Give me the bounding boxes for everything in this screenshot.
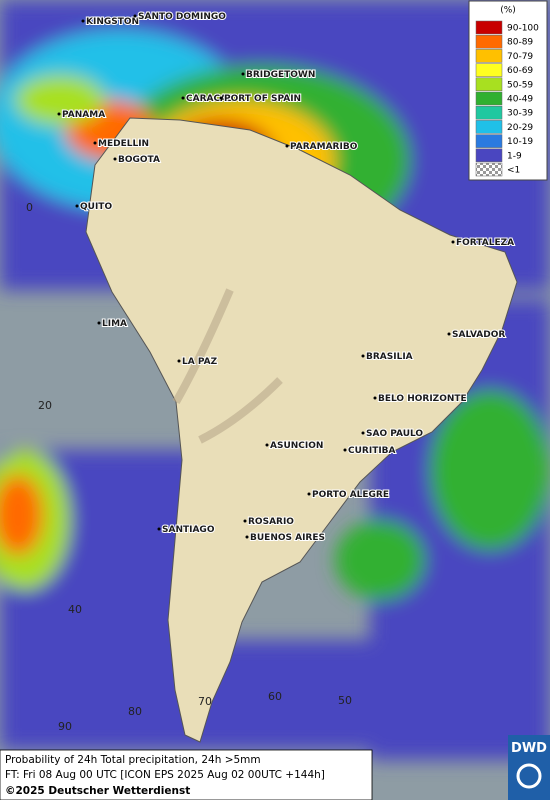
longitude-label: 60 xyxy=(268,690,282,703)
city-dot xyxy=(307,492,311,496)
latitude-label: 40 xyxy=(68,603,82,616)
city-label: BELO HORIZONTE xyxy=(378,394,467,404)
city-label: BUENOS AIRES xyxy=(250,533,325,543)
city-label: BRIDGETOWN xyxy=(246,70,315,80)
city-dot xyxy=(157,527,161,531)
legend-label: 10-19 xyxy=(507,137,533,147)
latitude-label: 0 xyxy=(26,201,33,214)
city-label: ROSARIO xyxy=(248,517,294,527)
city-dot xyxy=(243,519,247,523)
longitude-label: 90 xyxy=(58,720,72,733)
legend-swatch xyxy=(475,91,503,106)
legend-swatch xyxy=(475,148,503,163)
city-label: SANTO DOMINGO xyxy=(138,12,226,22)
city-dot xyxy=(97,321,101,325)
city-label: SAO PAULO xyxy=(366,429,423,439)
city-dot xyxy=(373,396,377,400)
city-label: FORTALEZA xyxy=(456,238,514,248)
logo: DWD xyxy=(511,741,547,756)
legend-swatch xyxy=(475,77,503,92)
legend-swatch xyxy=(475,34,503,49)
city-label: MEDELLIN xyxy=(98,139,149,149)
city-dot xyxy=(75,204,79,208)
footer-line: FT: Fri 08 Aug 00 UTC [ICON EPS 2025 Aug… xyxy=(5,769,325,781)
legend-label: 1-9 xyxy=(507,151,522,161)
city-label: PORTO ALEGRE xyxy=(312,490,389,500)
city-dot xyxy=(113,157,117,161)
city-label: LA PAZ xyxy=(182,357,218,367)
city-dot xyxy=(81,19,85,23)
legend-swatch xyxy=(475,134,503,148)
city-label: CARACAS xyxy=(186,94,234,104)
legend-swatch xyxy=(475,63,503,77)
city-label: BOGOTA xyxy=(118,155,160,165)
legend-title: (%) xyxy=(500,6,516,16)
legend-swatch xyxy=(475,120,503,134)
city-label: LIMA xyxy=(102,319,127,329)
continent xyxy=(85,117,518,743)
city-dot xyxy=(451,240,455,244)
city-dot xyxy=(265,443,269,447)
city-label: QUITO xyxy=(80,202,112,212)
latitude-label: 20 xyxy=(38,399,52,412)
city-dot xyxy=(447,332,451,336)
city-label: ASUNCION xyxy=(270,441,323,451)
legend-label: <1 xyxy=(507,166,520,176)
legend-label: 90-100 xyxy=(507,24,539,34)
city-dot xyxy=(133,14,137,18)
city-label: KINGSTON xyxy=(86,17,139,27)
city-dot xyxy=(361,354,365,358)
footer-line: Probability of 24h Total precipitation, … xyxy=(5,754,261,766)
longitude-label: 70 xyxy=(198,695,212,708)
footer-box xyxy=(0,749,373,800)
city-dot xyxy=(343,448,347,452)
logo-box xyxy=(508,735,550,800)
legend-label: 80-89 xyxy=(507,38,533,48)
city-dot xyxy=(181,96,185,100)
city-dot xyxy=(245,535,249,539)
city-label: BRASILIA xyxy=(366,352,413,362)
city-dot xyxy=(57,112,61,116)
city-label: PORT OF SPAIN xyxy=(224,94,301,104)
city-dot xyxy=(93,141,97,145)
city-dot xyxy=(219,96,223,100)
legend-label: 50-59 xyxy=(507,80,533,90)
city-dot xyxy=(285,144,289,148)
longitude-label: 80 xyxy=(128,705,142,718)
city-dot xyxy=(177,359,181,363)
legend-label: 30-39 xyxy=(507,109,533,119)
city-label: PANAMA xyxy=(62,110,105,120)
city-label: SALVADOR xyxy=(452,330,505,340)
legend-swatch xyxy=(475,49,503,63)
andes xyxy=(172,288,283,444)
logo-icon xyxy=(516,763,542,789)
legend-swatch xyxy=(475,20,503,35)
footer-line: ©2025 Deutscher Wetterdienst xyxy=(5,785,190,797)
longitude-label: 50 xyxy=(338,694,352,707)
legend-label: 60-69 xyxy=(507,66,533,76)
legend-label: 40-49 xyxy=(507,95,533,105)
legend-swatch xyxy=(475,162,503,177)
legend-label: 20-29 xyxy=(507,123,533,133)
legend-swatch xyxy=(475,105,503,120)
city-dot xyxy=(241,72,245,76)
city-label: PARAMARIBO xyxy=(290,142,358,152)
city-label: SANTIAGO xyxy=(162,525,215,535)
legend-label: 70-79 xyxy=(507,52,533,62)
city-label: CURITIBA xyxy=(348,446,396,456)
city-dot xyxy=(361,431,365,435)
